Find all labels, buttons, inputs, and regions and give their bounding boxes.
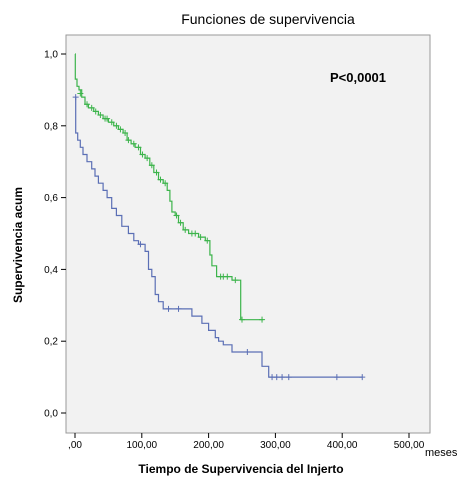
censor-mark bbox=[333, 374, 340, 381]
x-tick-label: 100,00 bbox=[127, 440, 158, 451]
censor-mark bbox=[92, 108, 99, 115]
censor-mark bbox=[224, 273, 231, 280]
y-tick-label: 1,0 bbox=[44, 50, 58, 61]
censor-mark bbox=[137, 241, 144, 248]
censor-mark bbox=[84, 101, 91, 108]
x-axis-unit: meses bbox=[425, 447, 458, 459]
censor-mark bbox=[113, 122, 120, 129]
censor-mark bbox=[108, 119, 115, 126]
x-tick-label: 300,00 bbox=[260, 440, 291, 451]
censor-mark bbox=[97, 112, 104, 119]
censor-mark bbox=[285, 374, 292, 381]
censor-mark bbox=[197, 234, 204, 241]
censor-mark bbox=[192, 230, 199, 237]
x-tick-label: 400,00 bbox=[327, 440, 358, 451]
axes-layer: ,00 100,00 200,00 300,00 400,00 500,00 0,0 0,2 0… bbox=[44, 50, 425, 452]
survival-curve bbox=[75, 96, 363, 378]
censor-mark bbox=[182, 226, 189, 233]
survival-series-2 bbox=[72, 94, 366, 381]
censor-mark bbox=[259, 316, 266, 323]
censor-mark bbox=[204, 237, 211, 244]
y-tick-label: 0,0 bbox=[44, 409, 58, 420]
censor-mark bbox=[239, 316, 245, 323]
y-tick-label: 0,4 bbox=[44, 265, 58, 276]
censor-mark bbox=[135, 144, 142, 151]
censor-mark bbox=[279, 374, 286, 381]
censor-mark bbox=[77, 90, 84, 97]
censor-mark bbox=[88, 104, 95, 111]
series-layer bbox=[72, 53, 366, 381]
survival-series-1 bbox=[74, 53, 266, 323]
censor-mark bbox=[273, 374, 280, 381]
censor-mark bbox=[175, 305, 182, 312]
censor-mark bbox=[153, 169, 160, 176]
censor-mark bbox=[165, 305, 172, 312]
x-axis-title: Tiempo de Supervivencia del Injerto bbox=[138, 462, 343, 476]
censor-mark bbox=[244, 348, 251, 355]
x-tick-label: 200,00 bbox=[193, 440, 224, 451]
censor-mark bbox=[232, 277, 239, 284]
x-tick-label: 500,00 bbox=[394, 440, 425, 451]
censor-mark bbox=[117, 126, 124, 133]
censor-mark bbox=[139, 151, 146, 158]
y-tick-label: 0,2 bbox=[44, 337, 58, 348]
y-tick-label: 0,6 bbox=[44, 193, 58, 204]
x-tick-label: ,00 bbox=[68, 440, 82, 451]
censor-mark bbox=[162, 180, 169, 187]
censor-mark bbox=[104, 115, 111, 122]
p-value-annotation: P<0,0001 bbox=[330, 70, 386, 85]
censor-mark bbox=[125, 137, 132, 144]
censor-mark bbox=[177, 219, 184, 226]
plot-area bbox=[65, 34, 431, 434]
censor-mark bbox=[359, 374, 366, 381]
censor-mark bbox=[72, 94, 79, 101]
y-tick-label: 0,8 bbox=[44, 121, 58, 132]
censor-mark bbox=[130, 140, 137, 147]
censor-mark bbox=[122, 129, 129, 136]
censor-mark bbox=[144, 155, 151, 162]
y-axis-title: Supervivencia acum bbox=[11, 187, 25, 303]
chart-title: Funciones de supervivencia bbox=[181, 11, 355, 27]
censor-mark bbox=[173, 212, 180, 219]
censor-mark bbox=[157, 176, 164, 183]
censor-mark bbox=[148, 162, 155, 169]
